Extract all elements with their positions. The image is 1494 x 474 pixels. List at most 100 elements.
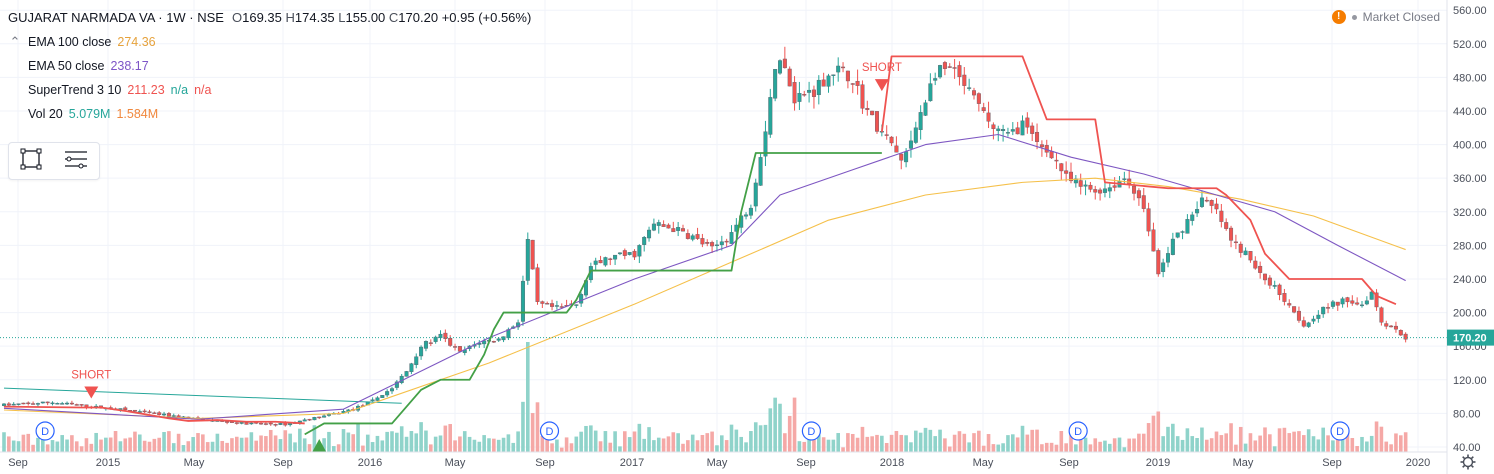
volume-bar [521,401,525,452]
volume-bar [65,439,69,452]
volume-bar [1282,427,1287,452]
dividend-icon [801,421,822,441]
volume-bar [1321,427,1325,452]
rectangle-tool-icon[interactable] [20,148,42,175]
candle-body [550,303,555,307]
indicator-value: 238.17 [110,59,149,73]
volume-bar [977,430,981,452]
candle-body [744,214,749,217]
ohlc-values: O169.35 H174.35 L155.00 C170.20 +0.95 (+… [231,10,532,25]
volume-bar [1224,433,1228,452]
volume-bar [399,426,404,452]
volume-bar [986,434,991,452]
supertrend-down-line [880,55,1397,305]
dividend-icon [1330,421,1350,441]
volume-bar [627,437,632,452]
candle-body [1326,307,1331,309]
x-tick-label: Sep [8,457,28,469]
volume-bar [268,429,273,452]
candle-body [1165,253,1170,263]
time-axis[interactable]: Sep 2015 May Sep 2016 May Sep 2017 May Sep 2018 May… [0,451,1476,470]
candle-body [976,93,981,104]
indicator-supertrend[interactable]: SuperTrend 3 10 211.23 n/a n/a [8,78,531,102]
volume-bar [458,436,462,452]
volume-bar [424,430,428,452]
indicator-ema50[interactable]: EMA 50 close 238.17 [8,54,531,78]
candle-body [496,338,501,341]
dividend-icon [35,421,55,441]
ema50-line [3,133,1406,420]
indicator-name: EMA 50 close [28,59,105,73]
collapse-icon[interactable]: ⌃ [9,34,21,49]
volume-bar [506,434,511,452]
object-tree-icon[interactable] [63,148,89,175]
volume-bar [1175,436,1180,452]
volume-bar [1122,447,1127,452]
dividend-label: D [1074,426,1082,438]
volume-bar [991,444,996,452]
settings-gear-icon[interactable] [1460,454,1476,470]
candle-body [1180,231,1185,233]
volume-bar [870,436,874,452]
symbol-title[interactable]: GUJARAT NARMADA VA · 1W · NSE [8,10,224,25]
volume-bar [264,436,268,452]
candle-body [1005,132,1010,134]
candle-body [942,62,947,69]
volume-bar [220,440,225,452]
candle-body [142,410,147,413]
volume-bar [293,442,297,452]
volume-bar [50,440,55,452]
candle-body [317,416,322,419]
candle-body [1330,301,1335,307]
indicator-ema100[interactable]: ⌃ EMA 100 close 274.36 [8,30,531,54]
volume-bar [84,438,89,452]
candle-body [1088,184,1093,190]
candle-body [1292,306,1297,313]
price-axis[interactable]: 560.00 520.00 480.00 440.00 400.00 360.00 320.… [1446,0,1494,474]
volume-bar [390,431,394,452]
candle-body [1379,307,1384,323]
candle-body [913,127,918,143]
candle-body [423,341,428,349]
candle-body [1296,310,1301,321]
supertrend-down-line [3,405,305,425]
candle-body [773,69,778,99]
x-tick-label: May [973,457,994,469]
candle-body [681,228,686,232]
volume-bar [1384,441,1389,452]
volume-bar [1020,425,1025,452]
candle-body [666,224,671,229]
indicator-name: EMA 100 close [28,35,112,49]
volume-bar [1040,444,1044,452]
volume-bar [36,437,40,452]
volume-bar [1379,426,1384,452]
volume-bar [753,422,758,452]
volume-bar [952,434,957,452]
candle-body [719,241,724,246]
candle-body [826,75,831,87]
candle-body [1190,214,1195,221]
volume-bar [1035,429,1039,452]
candle-body [385,391,390,396]
volume-bar [249,432,254,452]
candle-body [11,403,16,406]
volume-bar [191,437,195,452]
x-tick-label: Sep [1322,457,1342,469]
market-status[interactable]: ! Market Closed [1331,10,1440,24]
volume-bar [1399,435,1403,452]
volume-bar [205,442,210,452]
candle-body [525,238,530,281]
volume-bar [438,435,443,452]
dividend-icon [1068,421,1088,441]
volume-bar [526,342,530,452]
volume-bar [128,437,132,452]
candle-body [1253,260,1258,269]
indicator-volume[interactable]: Vol 20 5.079M 1.584M [8,102,531,126]
volume-bar [608,442,613,452]
volume-bar [841,447,845,452]
candle-body [1393,325,1398,330]
volume-bar [1180,439,1185,452]
candle-body [438,333,443,339]
candle-body [1238,243,1243,253]
